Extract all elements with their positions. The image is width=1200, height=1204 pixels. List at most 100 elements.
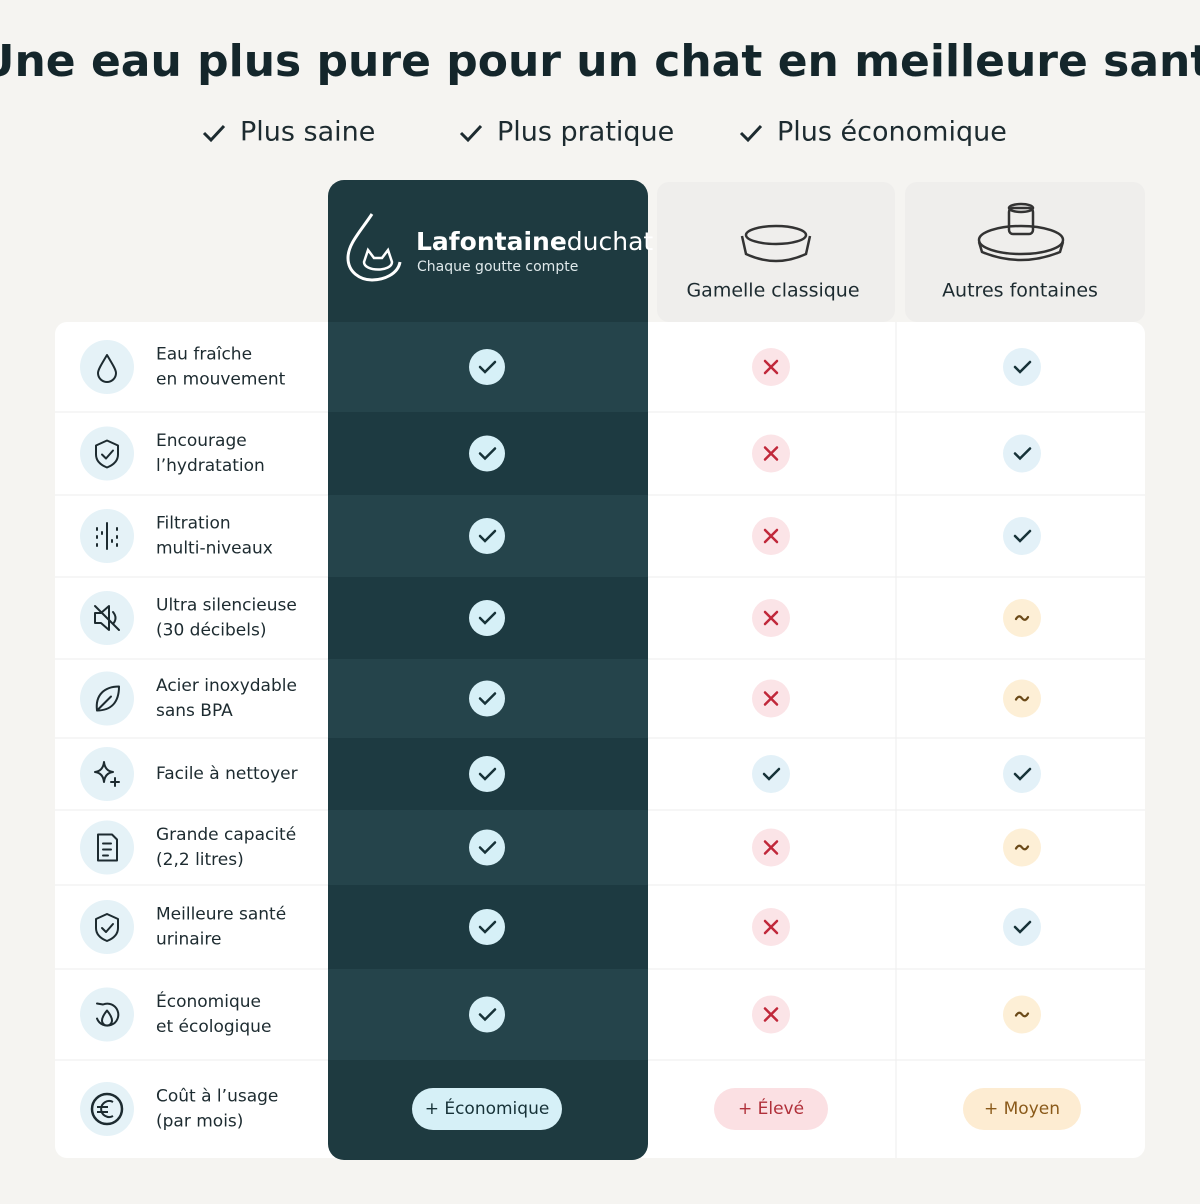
feature-label: Meilleure santé: [156, 905, 286, 925]
status-yes-icon: [478, 692, 497, 706]
feature-label: multi-niveaux: [156, 539, 273, 559]
status-no-icon: [763, 446, 779, 461]
feature-label: Coût à l’usage: [156, 1087, 278, 1107]
status-yes-icon: [478, 447, 497, 461]
cost-pill: [714, 1088, 828, 1130]
status-no-icon: [763, 840, 779, 855]
status-no-icon: [763, 919, 779, 935]
brand-name-light: duchat: [567, 227, 654, 256]
feature-icon: [90, 1092, 124, 1126]
column-header: [657, 182, 895, 322]
status-yes-icon: [478, 529, 497, 543]
status-partial-icon: [1014, 615, 1030, 621]
feature-icon: [95, 913, 119, 942]
feature-label: (par mois): [156, 1112, 243, 1132]
feature-label: Grande capacité: [156, 825, 296, 845]
status-yes: [469, 680, 505, 717]
status-yes: [1003, 755, 1041, 793]
feature-icon: [97, 1100, 114, 1118]
feature-label: Acier inoxydable: [156, 676, 297, 696]
feature-icon-bg: [80, 426, 134, 481]
status-yes: [1003, 434, 1041, 473]
bowl-icon: [740, 224, 812, 263]
feature-icon: [97, 833, 118, 862]
status-yes-icon: [1013, 767, 1032, 781]
status-no-icon: [763, 610, 779, 626]
brand-name: Lafontaineduchat: [416, 227, 653, 256]
status-partial-icon: [1014, 1011, 1030, 1018]
feature-label: (30 décibels): [156, 621, 266, 641]
check-icon: [202, 124, 226, 143]
feature-icon-bg: [80, 1082, 134, 1136]
feature-icon: [95, 439, 119, 469]
status-no-icon: [763, 691, 779, 706]
status-no-icon: [763, 359, 779, 375]
feature-icon: [97, 354, 117, 383]
cost-label: + Moyen: [984, 1099, 1060, 1119]
title: Une eau plus pure pour un chat en meille…: [0, 36, 1200, 87]
status-yes: [469, 518, 505, 554]
feature-label: (2,2 litres): [156, 850, 244, 870]
benefit: Plus économique: [777, 117, 1007, 148]
brand-name-bold: Lafontaine: [416, 227, 567, 256]
feature-label: Facile à nettoyer: [156, 764, 298, 784]
feature-label: Eau fraîche: [156, 345, 252, 365]
feature-label: Filtration: [156, 514, 231, 534]
status-yes-icon: [478, 611, 497, 625]
status-yes: [469, 829, 505, 866]
feature-label: Encourage: [156, 431, 247, 451]
status-yes: [469, 909, 505, 945]
brand-tagline: Chaque goutte compte: [417, 259, 578, 275]
status-yes-icon: [478, 920, 497, 934]
check-icon: [739, 124, 763, 143]
status-yes-icon: [478, 360, 497, 374]
status-yes: [469, 996, 505, 1033]
status-no-icon: [763, 1007, 779, 1022]
feature-icon: [94, 605, 120, 631]
feature-label: urinaire: [156, 930, 221, 950]
status-yes-icon: [1013, 529, 1032, 543]
feature-label: Ultra silencieuse: [156, 596, 297, 616]
status-yes: [469, 756, 505, 792]
feature-icon: [94, 761, 120, 787]
feature-label: Économique: [156, 990, 261, 1012]
status-yes: [469, 600, 505, 636]
feature-icon: [96, 522, 118, 550]
feature-icon-bg: [80, 987, 134, 1042]
status-yes: [1003, 517, 1041, 555]
status-yes-icon: [1013, 360, 1032, 374]
status-yes-icon: [478, 1008, 497, 1022]
status-partial-icon: [1014, 695, 1030, 702]
brand-logo: [346, 213, 402, 282]
check-icon: [459, 124, 483, 143]
feature-icon: [95, 685, 120, 712]
status-yes-icon: [762, 767, 781, 781]
status-no-icon: [763, 528, 779, 544]
cost-label: + Élevé: [738, 1097, 804, 1119]
feature-label: sans BPA: [156, 701, 233, 721]
cost-pill: [412, 1088, 562, 1130]
status-yes: [469, 349, 505, 385]
cost-label: + Économique: [425, 1097, 550, 1119]
column-name: Autres fontaines: [942, 280, 1098, 302]
fountain-icon: [977, 202, 1065, 262]
benefit: Plus saine: [240, 117, 375, 148]
status-yes: [1003, 348, 1041, 386]
column-header: [905, 182, 1145, 322]
feature-icon-bg: [80, 671, 134, 726]
status-yes-icon: [1013, 447, 1032, 461]
status-partial-icon: [1014, 844, 1030, 851]
cost-pill: [963, 1088, 1081, 1130]
status-yes-icon: [1013, 920, 1032, 934]
feature-icon-bg: [80, 340, 134, 394]
feature-label: l’hydratation: [156, 456, 265, 476]
benefit: Plus pratique: [497, 117, 674, 148]
feature-label: en mouvement: [156, 370, 286, 390]
status-yes: [1003, 908, 1041, 946]
status-yes: [752, 755, 790, 793]
column-name: Gamelle classique: [686, 280, 859, 302]
feature-icon-bg: [80, 820, 134, 875]
status-yes-icon: [478, 767, 497, 781]
